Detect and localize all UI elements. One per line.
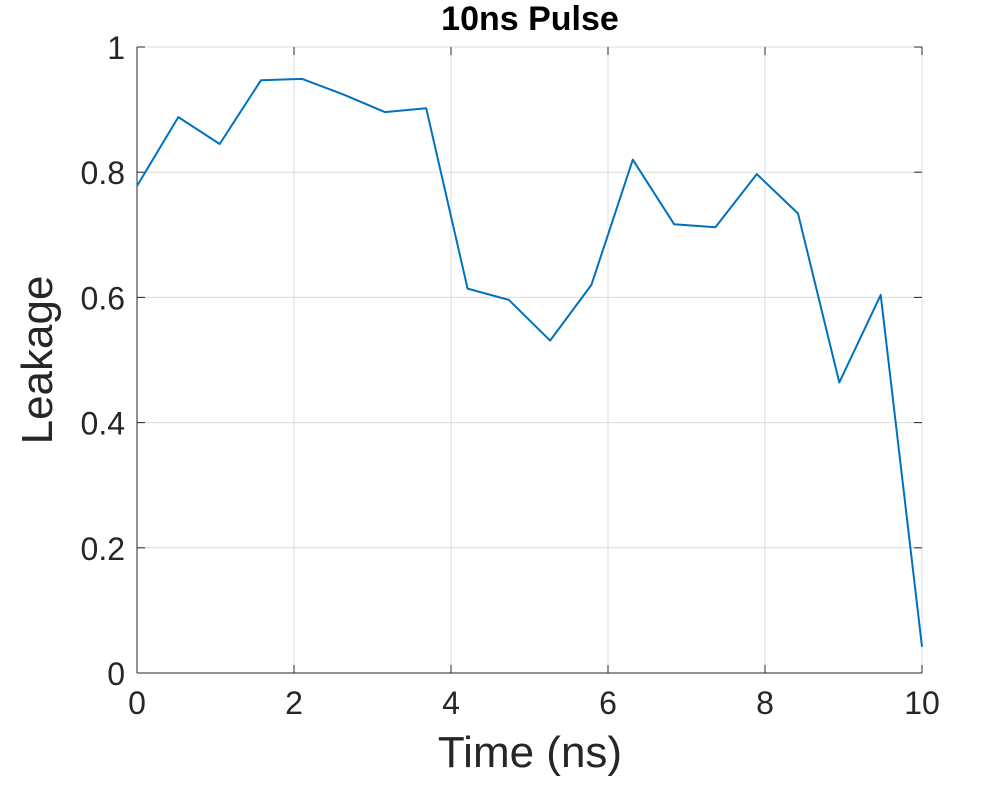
series-line bbox=[136, 77, 923, 647]
x-axis-label: Time (ns) bbox=[438, 728, 622, 777]
data-point bbox=[838, 382, 840, 384]
data-point bbox=[301, 78, 303, 80]
data-point bbox=[880, 294, 882, 296]
y-tick-label: 0.4 bbox=[81, 406, 125, 442]
data-point bbox=[467, 288, 469, 290]
data-point bbox=[343, 94, 345, 96]
data-point bbox=[756, 173, 758, 175]
x-tick-label: 4 bbox=[442, 685, 460, 721]
series-layer bbox=[136, 77, 923, 648]
data-point bbox=[508, 299, 510, 301]
data-point bbox=[673, 223, 675, 225]
data-point bbox=[714, 226, 716, 228]
y-tick-label: 0.6 bbox=[81, 280, 125, 316]
data-point bbox=[260, 79, 262, 81]
y-axis-label: Leakage bbox=[13, 276, 62, 445]
y-tick-label: 0.8 bbox=[81, 155, 125, 191]
x-tick-label: 8 bbox=[756, 685, 774, 721]
data-point bbox=[632, 159, 634, 161]
axes-layer bbox=[136, 47, 922, 674]
y-tick-label: 1 bbox=[107, 30, 125, 66]
data-point bbox=[797, 213, 799, 215]
data-point bbox=[921, 646, 923, 648]
x-tick-label: 2 bbox=[285, 685, 303, 721]
x-tick-label: 6 bbox=[599, 685, 617, 721]
data-point bbox=[136, 185, 138, 187]
data-point bbox=[384, 111, 386, 113]
y-tick-label: 0 bbox=[107, 656, 125, 692]
y-tick-label: 0.2 bbox=[81, 531, 125, 567]
data-point bbox=[590, 284, 592, 286]
chart-title: 10ns Pulse bbox=[441, 0, 619, 38]
x-tick-label: 10 bbox=[904, 685, 940, 721]
data-point bbox=[425, 107, 427, 109]
data-point bbox=[177, 116, 179, 118]
data-point bbox=[219, 143, 221, 145]
ticks-layer: 0 2 4 6 8 10 0 0.2 0.4 0.6 0.8 1 bbox=[81, 30, 940, 721]
x-tick-label: 0 bbox=[128, 685, 146, 721]
data-point bbox=[549, 340, 551, 342]
